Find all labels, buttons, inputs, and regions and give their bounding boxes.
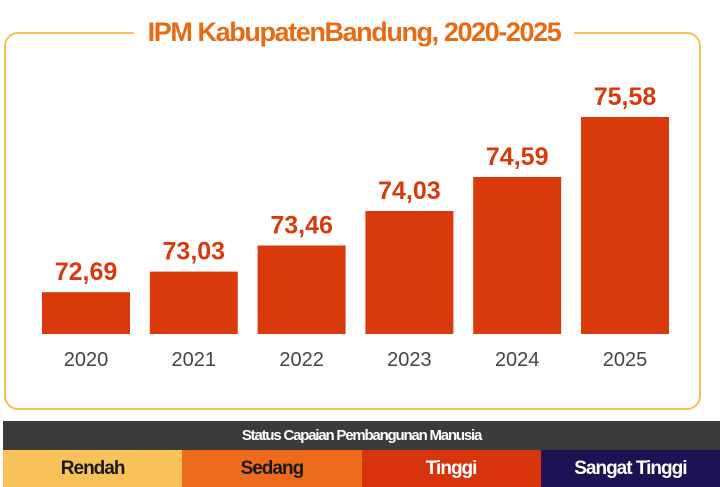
- status-tinggi: Tinggi: [361, 450, 541, 487]
- bar-2025: [581, 117, 669, 334]
- value-label-2020: 72,69: [55, 258, 118, 286]
- status-sangat-tinggi: Sangat Tinggi: [540, 450, 720, 487]
- status-rendah: Rendah: [3, 450, 183, 487]
- x-tick-2020: 2020: [64, 349, 109, 371]
- chart-title: IPM KabupatenBandung, 2020-2025: [133, 17, 575, 47]
- x-tick-2022: 2022: [279, 349, 324, 371]
- bar-2023: [365, 211, 454, 334]
- status-legend: Status Capaian Pembangunan Manusia Renda…: [3, 421, 720, 487]
- status-legend-title: Status Capaian Pembangunan Manusia: [3, 421, 720, 450]
- bar-2024: [473, 177, 562, 334]
- x-tick-2024: 2024: [495, 349, 540, 371]
- value-label-2022: 73,46: [270, 212, 333, 240]
- value-label-2024: 74,59: [486, 143, 549, 171]
- bar-2020: [42, 292, 130, 334]
- value-label-2025: 75,58: [594, 83, 657, 111]
- x-tick-2021: 2021: [172, 349, 217, 371]
- value-label-2023: 74,03: [378, 177, 441, 205]
- bar-2022: [257, 245, 346, 334]
- x-tick-2023: 2023: [387, 349, 432, 371]
- value-label-2021: 73,03: [163, 238, 226, 266]
- bar-chart: 72,69 2020 73,03 2021 73,46 2022 74,03 2023 74,5…: [42, 83, 669, 371]
- x-tick-2025: 2025: [603, 349, 648, 371]
- bar-2021: [149, 271, 238, 334]
- status-legend-row: Rendah Sedang Tinggi Sangat Tinggi: [3, 450, 720, 487]
- chart-title-wrap: IPM KabupatenBandung, 2020-2025: [0, 12, 708, 52]
- status-sedang: Sedang: [182, 450, 362, 487]
